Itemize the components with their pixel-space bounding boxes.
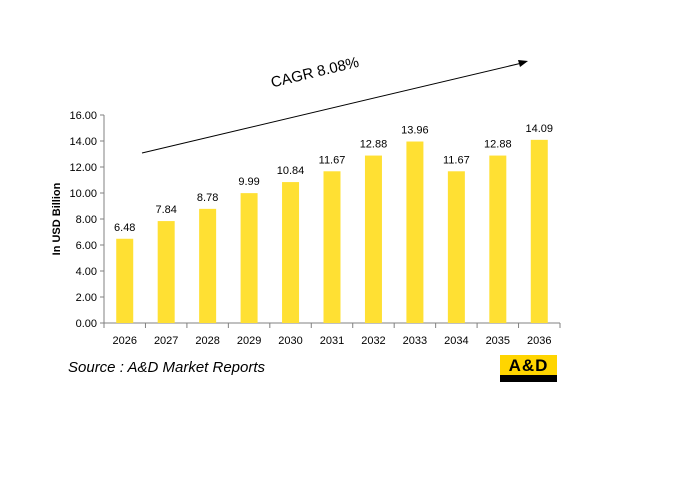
y-axis-label: In USD Billion bbox=[51, 182, 63, 255]
cagr-label: CAGR 8.08% bbox=[269, 54, 361, 92]
bar bbox=[489, 155, 507, 323]
bar bbox=[116, 238, 134, 323]
bar bbox=[406, 141, 424, 323]
y-tick-label: 14.00 bbox=[69, 136, 97, 148]
data-label: 8.78 bbox=[197, 192, 218, 204]
data-label: 12.88 bbox=[360, 139, 388, 151]
x-tick-label: 2032 bbox=[361, 335, 385, 347]
x-tick-label: 2033 bbox=[403, 335, 427, 347]
y-tick-label: 12.00 bbox=[69, 162, 97, 174]
data-label: 9.99 bbox=[238, 176, 259, 188]
bar bbox=[282, 182, 300, 323]
y-axis: 0.00 2.00 4.00 6.00 8.00 10.00 12.00 14.00 16.00 bbox=[69, 110, 105, 330]
data-label: 13.96 bbox=[401, 125, 429, 137]
y-tick-label: 10.00 bbox=[69, 188, 97, 200]
cagr-arrowhead bbox=[518, 60, 528, 67]
data-label: 12.88 bbox=[484, 139, 512, 151]
x-tick-label: 2028 bbox=[195, 335, 219, 347]
data-label: 7.84 bbox=[155, 204, 176, 216]
logo-text: A&D bbox=[508, 356, 549, 375]
logo-subbar bbox=[500, 375, 557, 382]
x-tick-label: 2026 bbox=[112, 335, 136, 347]
bar bbox=[323, 171, 341, 323]
y-tick-label: 6.00 bbox=[76, 240, 97, 252]
y-tick-label: 16.00 bbox=[69, 110, 97, 122]
x-tick-label: 2031 bbox=[320, 335, 344, 347]
brand-logo: A&D bbox=[500, 355, 557, 382]
bar bbox=[240, 193, 258, 323]
x-tick-label: 2036 bbox=[527, 335, 551, 347]
source-text: Source : A&D Market Reports bbox=[68, 359, 266, 376]
y-tick-label: 4.00 bbox=[76, 266, 97, 278]
bar bbox=[530, 139, 548, 323]
data-label: 14.09 bbox=[526, 123, 554, 135]
x-tick-label: 2035 bbox=[486, 335, 510, 347]
cagr-annotation: CAGR 8.08% bbox=[141, 54, 528, 154]
data-label: 10.84 bbox=[277, 165, 305, 177]
y-tick-label: 8.00 bbox=[76, 214, 97, 226]
x-tick-label: 2027 bbox=[154, 335, 178, 347]
bar bbox=[199, 208, 217, 323]
data-label: 6.48 bbox=[114, 222, 135, 234]
bars bbox=[116, 139, 548, 323]
y-tick-label: 0.00 bbox=[76, 318, 97, 330]
x-tick-label: 2029 bbox=[237, 335, 261, 347]
data-label: 11.67 bbox=[319, 154, 346, 166]
cagr-arrow-line bbox=[141, 62, 523, 154]
y-tick-label: 2.00 bbox=[76, 292, 97, 304]
x-tick-label: 2030 bbox=[278, 335, 302, 347]
bar bbox=[364, 155, 382, 323]
bar bbox=[447, 171, 465, 323]
data-label: 11.67 bbox=[443, 154, 470, 166]
data-labels: 6.48 7.84 8.78 9.99 10.84 11.67 12.88 13.96 11.6… bbox=[114, 123, 553, 234]
bar bbox=[157, 221, 175, 323]
x-axis: 2026 2027 2028 2029 2030 2031 2032 2033 2034 2035… bbox=[103, 322, 561, 347]
x-tick-label: 2034 bbox=[444, 335, 468, 347]
